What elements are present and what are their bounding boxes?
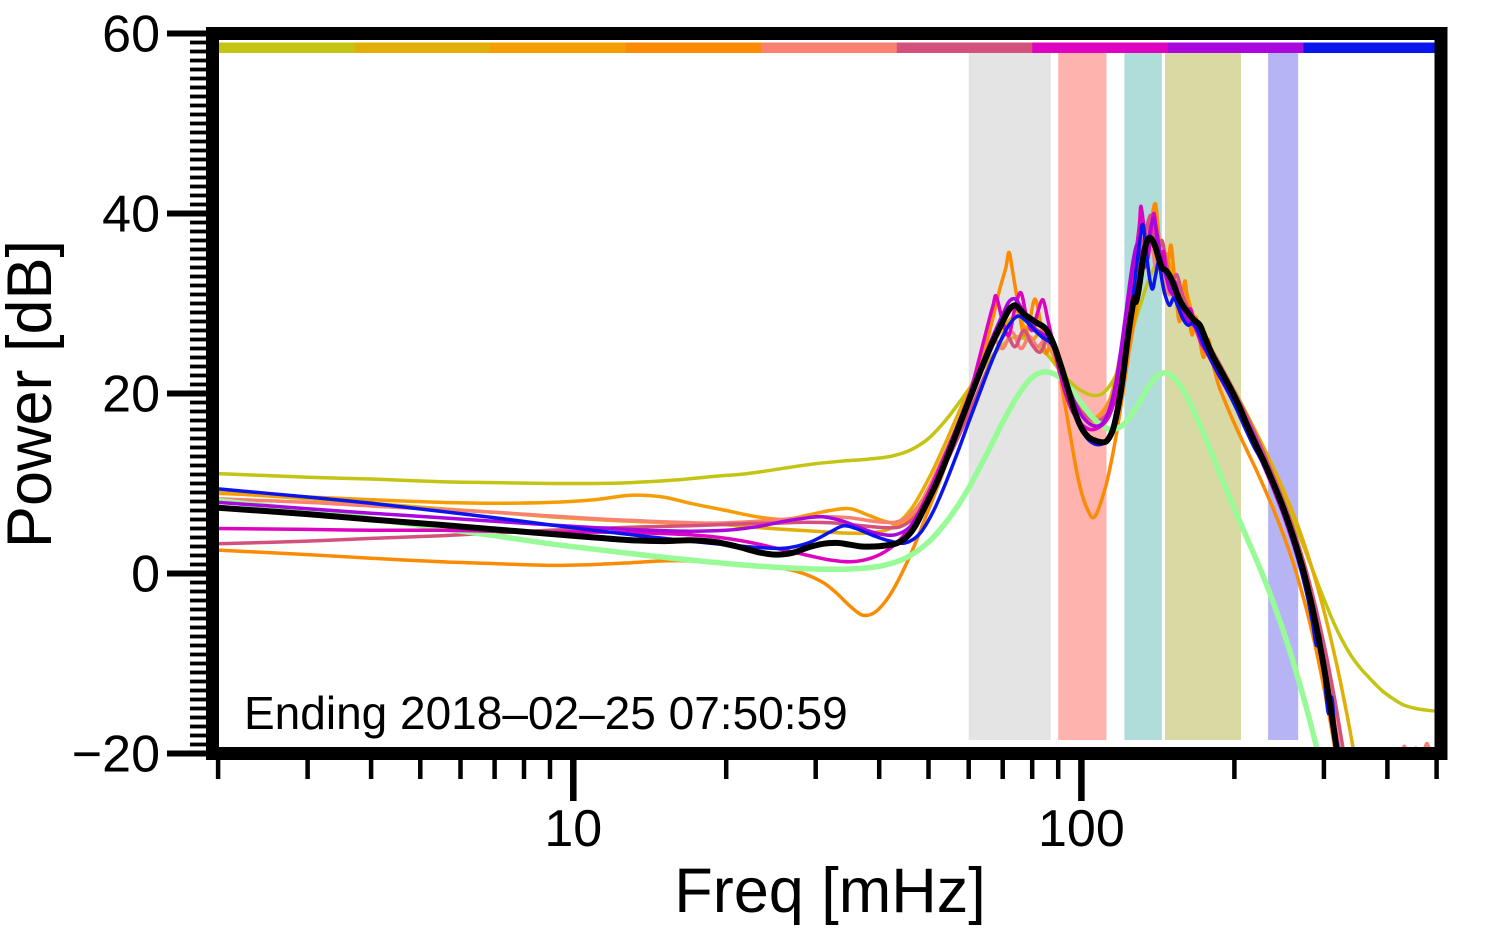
y-tick-label: −20 — [72, 726, 160, 784]
plot-frame — [206, 27, 1448, 760]
y-tick-label: 60 — [102, 6, 160, 64]
time-colorbar-segment-4 — [625, 42, 762, 53]
y-tick-label: 0 — [131, 546, 160, 604]
x-tick-label: 10 — [544, 800, 602, 858]
band-gray — [968, 53, 1051, 740]
time-colorbar-segment-3 — [490, 42, 627, 53]
spectrum-t6-rose — [216, 213, 1345, 747]
spectrum-t1-yellowgreen — [216, 258, 1437, 713]
time-colorbar-segment-1 — [219, 42, 356, 53]
time-colorbar-segment-5 — [761, 42, 898, 53]
reference-smooth-palegreen — [215, 369, 1320, 747]
time-colorbar-segment-8 — [1167, 42, 1305, 53]
ending-timestamp-annotation: Ending 2018–02–25 07:50:59 — [244, 687, 848, 739]
time-colorbar-segment-2 — [354, 42, 491, 53]
spectrum-mean-black — [215, 234, 1340, 747]
x-tick-label: 100 — [1038, 800, 1125, 858]
time-colorbar-segment-6 — [896, 42, 1033, 53]
time-colorbar-segment-9 — [1303, 42, 1440, 53]
band-olive — [1165, 53, 1241, 740]
x-axis-title: Freq [mHz] — [674, 856, 986, 926]
y-axis-title: Power [dB] — [0, 239, 65, 549]
y-tick-label: 40 — [102, 186, 160, 244]
time-colorbar-segment-7 — [1032, 42, 1169, 53]
spectrum-t4-darkorange — [216, 201, 1337, 747]
y-tick-label: 20 — [102, 366, 160, 424]
